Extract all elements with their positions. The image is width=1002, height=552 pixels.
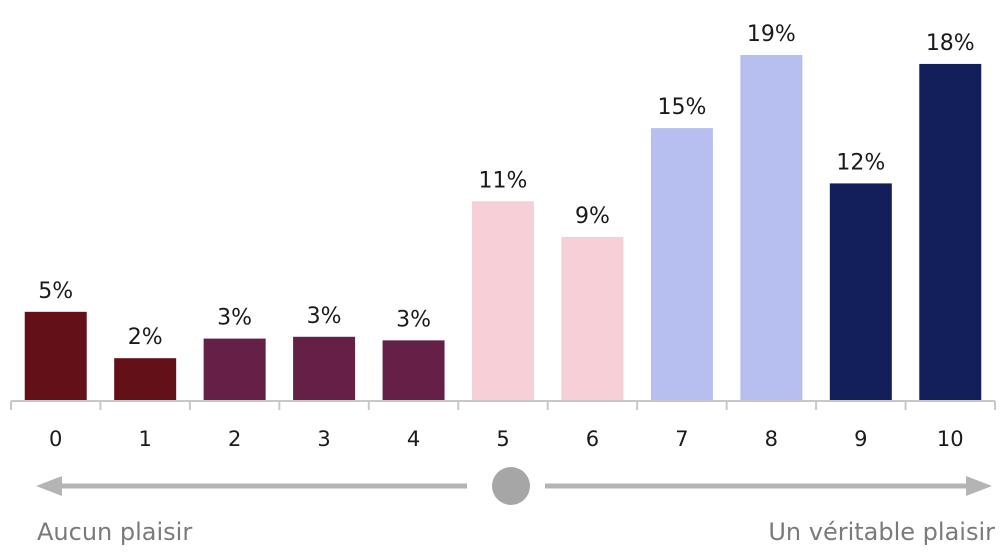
bar-5 [472, 201, 534, 401]
value-label-1: 2% [128, 325, 163, 350]
bar-0 [24, 311, 87, 401]
tick-label-4: 4 [407, 427, 420, 451]
tick-label-7: 7 [675, 427, 688, 451]
bar-2 [203, 338, 266, 401]
value-label-9: 12% [836, 150, 885, 175]
value-label-10: 18% [926, 31, 975, 56]
bars-layer [24, 55, 982, 402]
value-label-6: 9% [575, 204, 610, 229]
bar-1 [114, 358, 177, 401]
bar-7 [650, 128, 713, 401]
bar-10 [919, 63, 982, 402]
x-axis: 0 1 2 3 4 5 6 7 8 9 10 [10, 400, 996, 451]
tick-label-8: 8 [765, 427, 778, 451]
bar-9 [829, 183, 892, 401]
value-label-3: 3% [307, 304, 342, 329]
tick-label-6: 6 [586, 427, 599, 451]
bar-4 [382, 340, 445, 401]
value-labels-layer: 5% 2% 3% 3% 3% 11% 9% 15% 19% 12% 18% [38, 22, 974, 350]
value-label-7: 15% [657, 95, 706, 120]
value-label-4: 3% [396, 307, 431, 332]
value-label-0: 5% [38, 279, 73, 304]
midpoint-marker-icon [492, 467, 530, 505]
scale-right-label: Un véritable plaisir [768, 518, 995, 546]
tick-label-0: 0 [49, 427, 62, 451]
tick-label-1: 1 [138, 427, 151, 451]
bar-3 [293, 336, 356, 401]
tick-label-3: 3 [317, 427, 330, 451]
value-label-2: 3% [217, 306, 252, 331]
scale-left-label: Aucun plaisir [37, 518, 192, 546]
right-arrow-icon [545, 476, 992, 496]
left-arrow-icon [36, 476, 467, 496]
bar-6 [561, 236, 624, 401]
value-label-8: 19% [747, 22, 796, 47]
value-label-5: 11% [479, 168, 528, 193]
bar-8 [740, 55, 803, 401]
tick-label-9: 9 [854, 427, 867, 451]
tick-label-5: 5 [496, 427, 509, 451]
satisfaction-scale: Aucun plaisir Un véritable plaisir [36, 467, 995, 546]
tick-label-10: 10 [937, 427, 964, 451]
tick-label-2: 2 [228, 427, 241, 451]
